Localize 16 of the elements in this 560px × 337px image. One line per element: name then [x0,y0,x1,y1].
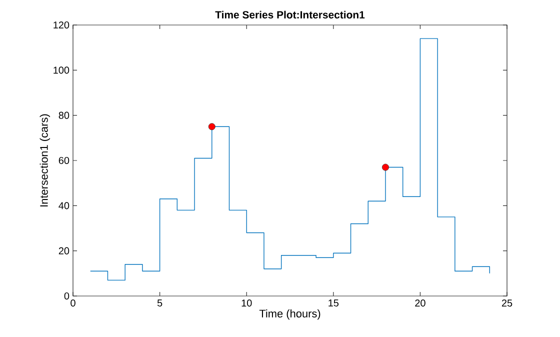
x-tick-label: 25 [502,300,512,307]
y-tick-label: 80 [58,112,70,119]
x-tick-label: 10 [242,300,252,307]
y-tick-label: 120 [54,21,70,29]
y-tick-label: 20 [58,247,70,254]
y-tick-label: 40 [58,202,70,210]
x-tick-label: 0 [70,300,76,307]
y-tick-label: 0 [64,292,70,300]
x-tick-label: 15 [328,300,339,306]
y-axis-title: Intersection1 (cars) [40,114,50,206]
x-tick-label: 5 [157,300,162,306]
chart-title: Time Series Plot:Intersection1 [215,10,365,19]
x-axis-title: Time (hours) [259,309,320,320]
y-tick-label: 60 [58,156,70,164]
x-tick-label: 20 [415,300,426,307]
y-tick-label: 100 [54,66,70,74]
